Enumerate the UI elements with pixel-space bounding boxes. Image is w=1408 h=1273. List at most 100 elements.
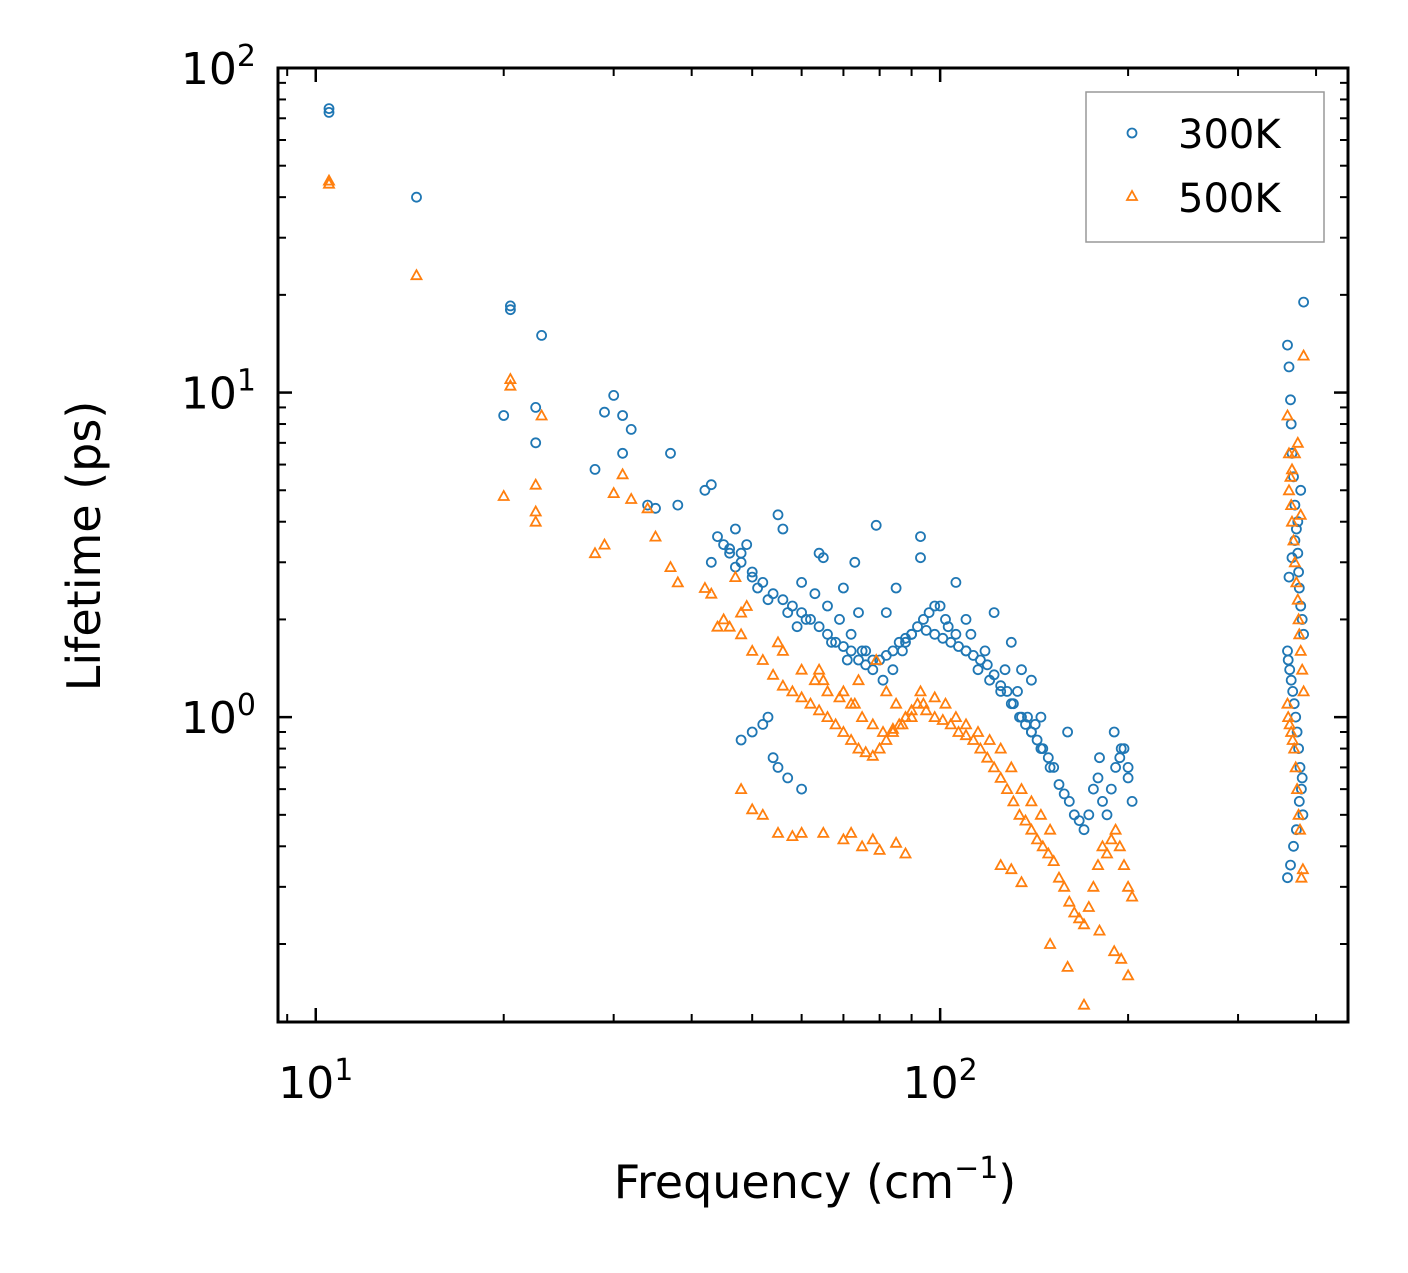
point-500k bbox=[812, 662, 826, 675]
point-300k bbox=[705, 556, 717, 568]
point-300k bbox=[530, 437, 542, 449]
point-300k bbox=[979, 645, 991, 657]
point-300k bbox=[1296, 772, 1308, 784]
point-500k bbox=[832, 690, 847, 703]
point-500k bbox=[503, 372, 517, 385]
point-500k bbox=[1014, 782, 1029, 794]
point-500k bbox=[766, 667, 780, 680]
point-500k bbox=[607, 486, 621, 499]
x-tick-label: 102 bbox=[903, 1053, 978, 1109]
point-300k bbox=[1062, 726, 1073, 738]
point-300k bbox=[1122, 772, 1134, 784]
point-300k bbox=[699, 484, 711, 496]
point-300k bbox=[813, 621, 825, 633]
axis-ticks bbox=[278, 66, 1348, 1022]
point-500k bbox=[734, 605, 748, 618]
point-300k bbox=[981, 659, 993, 671]
point-500k bbox=[1295, 662, 1309, 675]
point-300k bbox=[772, 762, 784, 773]
point-500k bbox=[829, 717, 843, 730]
point-500k bbox=[1291, 435, 1305, 448]
point-300k bbox=[625, 423, 637, 435]
point-300k bbox=[1288, 840, 1299, 852]
point-500k bbox=[1280, 408, 1295, 421]
point-500k bbox=[1297, 684, 1311, 697]
point-500k bbox=[1282, 483, 1296, 496]
point-300k bbox=[1005, 636, 1017, 648]
point-300k bbox=[920, 625, 932, 636]
point-300k bbox=[809, 588, 821, 600]
point-500k bbox=[1288, 446, 1302, 459]
point-500k bbox=[1109, 822, 1123, 835]
point-500k bbox=[836, 725, 850, 737]
point-500k bbox=[663, 560, 678, 572]
point-500k bbox=[1294, 870, 1308, 883]
point-500k bbox=[876, 725, 890, 737]
point-500k bbox=[704, 586, 718, 599]
point-300k bbox=[960, 614, 972, 625]
point-500k bbox=[723, 619, 737, 632]
point-300k bbox=[777, 594, 789, 606]
point-500k bbox=[776, 678, 790, 691]
point-500k bbox=[1294, 507, 1308, 520]
point-500k bbox=[1077, 997, 1091, 1010]
point-300k bbox=[724, 547, 735, 559]
point-300k bbox=[856, 645, 868, 657]
point-500k bbox=[1114, 951, 1128, 964]
point-500k bbox=[1014, 875, 1029, 888]
point-500k bbox=[1113, 839, 1127, 852]
point-500k bbox=[1291, 592, 1305, 605]
point-300k bbox=[940, 614, 951, 625]
point-500k bbox=[1012, 807, 1027, 820]
point-500k bbox=[1077, 917, 1091, 930]
data-points bbox=[322, 103, 1311, 1010]
axis-tick-labels: 101 102 100 101 102 bbox=[181, 39, 978, 1109]
point-300k bbox=[767, 752, 779, 764]
point-500k bbox=[624, 492, 638, 504]
point-500k bbox=[886, 722, 900, 734]
series-500k bbox=[322, 173, 1311, 1010]
point-500k bbox=[497, 489, 511, 501]
point-300k bbox=[1042, 752, 1054, 764]
point-300k bbox=[838, 641, 849, 652]
point-500k bbox=[734, 627, 748, 640]
point-300k bbox=[1283, 571, 1295, 583]
point-500k bbox=[1041, 846, 1055, 859]
point-500k bbox=[710, 619, 725, 632]
point-500k bbox=[1280, 696, 1295, 709]
point-300k bbox=[1001, 686, 1013, 697]
point-500k bbox=[1121, 879, 1135, 892]
point-300k bbox=[782, 607, 794, 618]
point-300k bbox=[1285, 394, 1296, 406]
point-500k bbox=[734, 782, 748, 794]
point-500k bbox=[728, 570, 742, 582]
point-500k bbox=[816, 673, 830, 686]
point-500k bbox=[928, 710, 942, 722]
point-500k bbox=[1104, 832, 1118, 845]
point-500k bbox=[1288, 555, 1302, 568]
point-500k bbox=[1292, 807, 1306, 820]
point-300k bbox=[800, 614, 812, 625]
point-500k bbox=[1287, 741, 1301, 754]
point-500k bbox=[916, 696, 930, 709]
legend: 300K 500K bbox=[1085, 91, 1325, 243]
point-300k bbox=[1073, 815, 1085, 826]
point-500k bbox=[776, 644, 790, 656]
point-300k bbox=[504, 300, 516, 312]
point-500k bbox=[851, 741, 866, 754]
point-300k bbox=[757, 719, 769, 730]
point-500k bbox=[855, 710, 869, 722]
point-300k bbox=[1295, 484, 1307, 496]
point-300k bbox=[912, 621, 923, 633]
point-300k bbox=[826, 636, 837, 648]
point-300k bbox=[1298, 296, 1309, 308]
point-500k bbox=[879, 684, 893, 697]
point-300k bbox=[805, 614, 816, 625]
point-300k bbox=[608, 389, 620, 401]
point-500k bbox=[785, 829, 799, 841]
point-300k bbox=[1287, 686, 1299, 697]
point-300k bbox=[960, 645, 972, 657]
point-500k bbox=[1047, 854, 1061, 866]
point-500k bbox=[1117, 858, 1131, 870]
point-500k bbox=[859, 745, 873, 758]
